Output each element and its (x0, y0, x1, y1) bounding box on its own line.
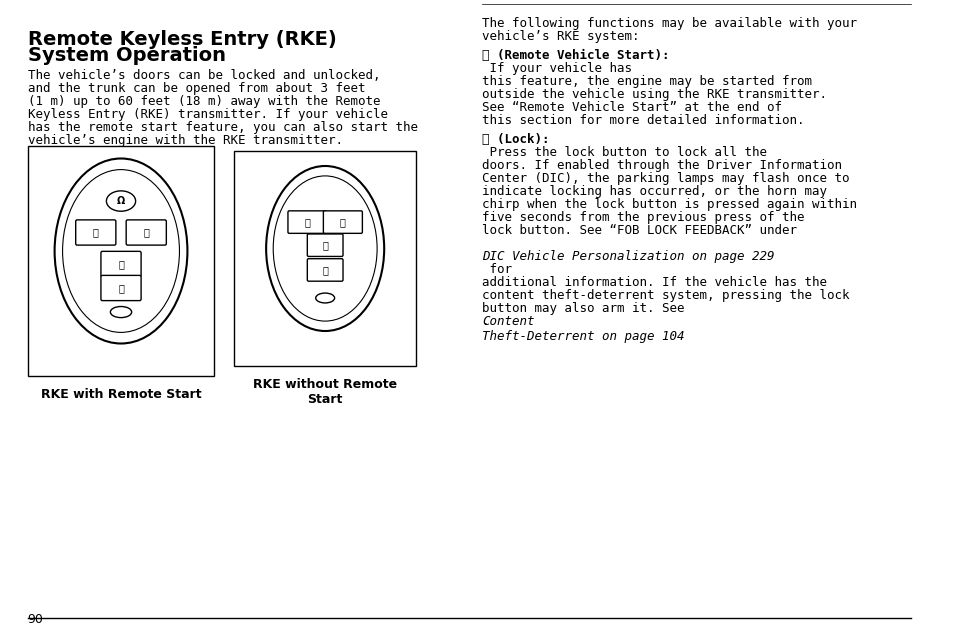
FancyBboxPatch shape (323, 211, 362, 233)
Bar (233, 151, 416, 366)
Text: System Operation: System Operation (28, 46, 225, 65)
Text: (1 m) up to 60 feet (18 m) away with the Remote: (1 m) up to 60 feet (18 m) away with the… (28, 95, 379, 108)
Text: lock button. See “FOB LOCK FEEDBACK” under: lock button. See “FOB LOCK FEEDBACK” und… (481, 224, 797, 237)
Bar (28, 146, 214, 376)
Text: button may also arm it. See: button may also arm it. See (481, 302, 691, 315)
Text: additional information. If the vehicle has the: additional information. If the vehicle h… (481, 276, 826, 289)
Text: Remote Keyless Entry (RKE): Remote Keyless Entry (RKE) (28, 30, 336, 49)
FancyBboxPatch shape (75, 220, 115, 245)
FancyBboxPatch shape (307, 259, 343, 281)
FancyBboxPatch shape (101, 251, 141, 277)
FancyBboxPatch shape (307, 234, 343, 256)
Text: 🚗: 🚗 (322, 240, 328, 250)
Text: 🔓: 🔓 (339, 217, 345, 227)
Text: 🚗: 🚗 (118, 259, 124, 269)
Text: 90: 90 (28, 613, 44, 626)
FancyBboxPatch shape (126, 220, 166, 245)
Text: outside the vehicle using the RKE transmitter.: outside the vehicle using the RKE transm… (481, 88, 826, 101)
Ellipse shape (111, 307, 132, 317)
Text: See “Remote Vehicle Start” at the end of: See “Remote Vehicle Start” at the end of (481, 101, 781, 114)
Text: RKE without Remote
Start: RKE without Remote Start (253, 378, 396, 406)
Text: The following functions may be available with your: The following functions may be available… (481, 17, 856, 30)
Text: Keyless Entry (RKE) transmitter. If your vehicle: Keyless Entry (RKE) transmitter. If your… (28, 108, 387, 121)
Text: for: for (481, 263, 512, 276)
Ellipse shape (315, 293, 335, 303)
Text: doors. If enabled through the Driver Information: doors. If enabled through the Driver Inf… (481, 159, 841, 172)
Text: has the remote start feature, you can also start the: has the remote start feature, you can al… (28, 121, 417, 134)
Text: content theft-deterrent system, pressing the lock: content theft-deterrent system, pressing… (481, 289, 849, 302)
Text: vehicle’s engine with the RKE transmitter.: vehicle’s engine with the RKE transmitte… (28, 134, 342, 147)
FancyBboxPatch shape (288, 211, 327, 233)
Text: Center (DIC), the parking lamps may flash once to: Center (DIC), the parking lamps may flas… (481, 172, 849, 185)
Text: The vehicle’s doors can be locked and unlocked,: The vehicle’s doors can be locked and un… (28, 69, 379, 82)
Text: chirp when the lock button is pressed again within: chirp when the lock button is pressed ag… (481, 198, 856, 211)
Text: and the trunk can be opened from about 3 feet: and the trunk can be opened from about 3… (28, 82, 365, 95)
Text: Content
Theft-Deterrent on page 104: Content Theft-Deterrent on page 104 (481, 315, 684, 343)
Ellipse shape (273, 176, 376, 321)
Ellipse shape (266, 166, 384, 331)
Text: ⎇ (Remote Vehicle Start):: ⎇ (Remote Vehicle Start): (481, 49, 677, 62)
Text: vehicle’s RKE system:: vehicle’s RKE system: (481, 30, 639, 43)
Text: Press the lock button to lock all the: Press the lock button to lock all the (481, 146, 766, 159)
Text: .: . (481, 315, 489, 328)
Text: 🔓: 🔓 (143, 228, 149, 237)
Ellipse shape (63, 170, 179, 333)
Text: 🔒 (Lock):: 🔒 (Lock): (481, 133, 557, 146)
Text: 🔔: 🔔 (118, 283, 124, 293)
Text: If your vehicle has: If your vehicle has (481, 62, 632, 75)
Text: 🔔: 🔔 (322, 265, 328, 275)
Text: five seconds from the previous press of the: five seconds from the previous press of … (481, 211, 803, 224)
Text: RKE with Remote Start: RKE with Remote Start (41, 388, 201, 401)
Ellipse shape (107, 191, 135, 211)
Text: indicate locking has occurred, or the horn may: indicate locking has occurred, or the ho… (481, 185, 826, 198)
Ellipse shape (54, 158, 187, 343)
Text: this section for more detailed information.: this section for more detailed informati… (481, 114, 803, 127)
Text: Ω: Ω (117, 196, 125, 206)
Text: 🔒: 🔒 (304, 217, 310, 227)
Text: this feature, the engine may be started from: this feature, the engine may be started … (481, 75, 811, 88)
Text: DIC Vehicle Personalization on page 229: DIC Vehicle Personalization on page 229 (481, 250, 774, 263)
FancyBboxPatch shape (101, 275, 141, 301)
Text: 🔒: 🔒 (92, 228, 98, 237)
